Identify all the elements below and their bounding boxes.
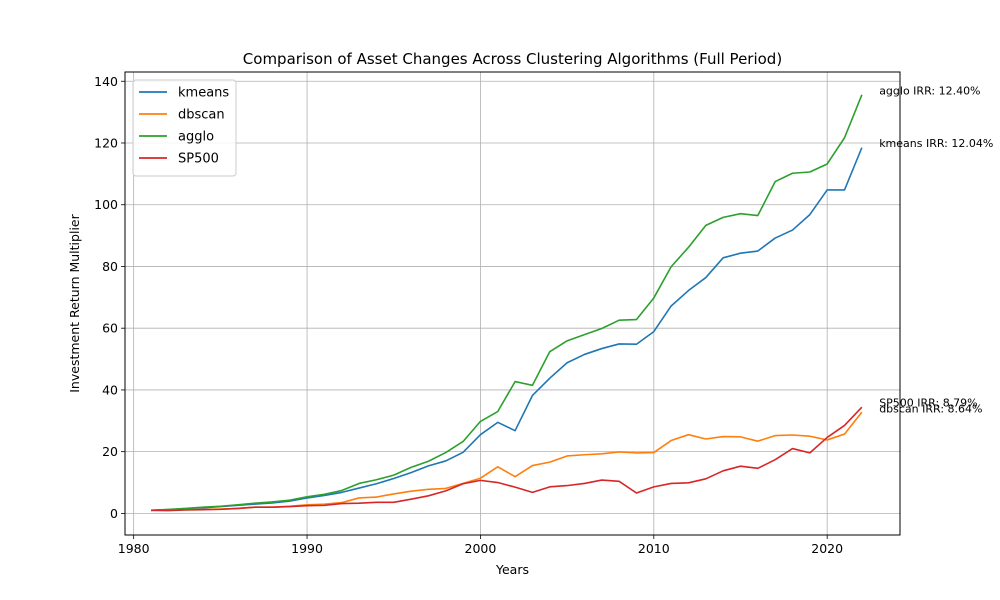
legend-label-agglo: agglo bbox=[178, 130, 214, 145]
legend: kmeans dbscan agglo SP500 bbox=[132, 79, 237, 177]
irr-annotation: dbscan IRR: 8.64% bbox=[879, 402, 982, 415]
series-line-sp500 bbox=[150, 406, 863, 512]
x-tick-label: 2020 bbox=[811, 541, 843, 556]
x-tick-label: 2000 bbox=[465, 541, 497, 556]
series-lines bbox=[150, 94, 863, 512]
y-tick-label: 0 bbox=[110, 506, 118, 521]
legend-label-dbscan: dbscan bbox=[178, 108, 225, 123]
plot-area bbox=[124, 71, 901, 536]
irr-annotation: agglo IRR: 12.40% bbox=[879, 85, 980, 98]
legend-box bbox=[132, 79, 237, 177]
x-tick-label: 2010 bbox=[638, 541, 670, 556]
legend-label-kmeans: kmeans bbox=[178, 86, 229, 101]
grid-lines bbox=[125, 72, 900, 535]
y-tick-label: 80 bbox=[102, 259, 118, 274]
axis-ticks: 1980 1990 2000 2010 2020 0 20 40 60 80 100 120 140 bbox=[94, 74, 843, 556]
y-tick-label: 20 bbox=[102, 444, 118, 459]
series-line-kmeans bbox=[150, 147, 863, 512]
y-axis-label: Investment Return Multiplier bbox=[67, 213, 82, 392]
irr-annotations: agglo IRR: 12.40% kmeans IRR: 12.04% SP500… bbox=[879, 85, 993, 416]
y-tick-label: 120 bbox=[94, 135, 118, 150]
y-tick-label: 140 bbox=[94, 74, 118, 89]
series-line-agglo bbox=[150, 94, 863, 512]
legend-label-sp500: SP500 bbox=[178, 152, 219, 167]
chart-title: Comparison of Asset Changes Across Clust… bbox=[243, 50, 782, 68]
x-tick-label: 1980 bbox=[118, 541, 150, 556]
y-tick-label: 100 bbox=[94, 197, 118, 212]
irr-annotation: kmeans IRR: 12.04% bbox=[879, 137, 993, 150]
x-axis-label: Years bbox=[495, 562, 529, 577]
irr-annotation: SP500 IRR: 8.79% bbox=[879, 396, 977, 409]
y-tick-label: 60 bbox=[102, 321, 118, 336]
y-tick-label: 40 bbox=[102, 382, 118, 397]
x-tick-label: 1990 bbox=[291, 541, 323, 556]
